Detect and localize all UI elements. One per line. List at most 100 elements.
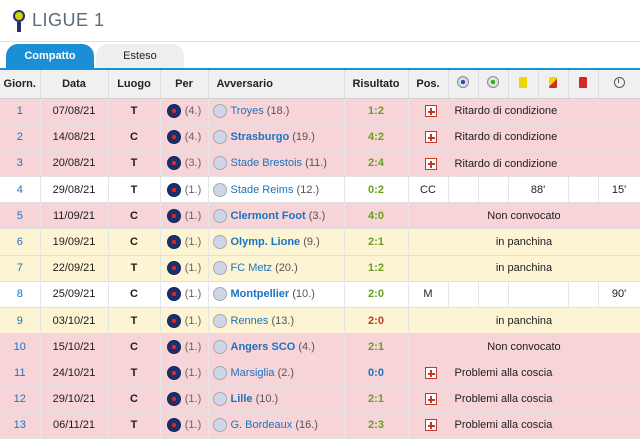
status-text: Problemi alla coscia [454, 367, 553, 380]
matchday-cell[interactable]: 6 [0, 228, 41, 256]
opponent-link[interactable]: Strasburgo [230, 131, 290, 144]
opponent-crest-icon[interactable] [212, 365, 227, 380]
opponent-link[interactable]: Marsiglia [230, 366, 275, 379]
venue-cell: T [108, 255, 161, 282]
team-position: (1.) [184, 314, 202, 327]
opponent-crest-icon[interactable] [212, 130, 227, 145]
col-risultato[interactable]: Risultato [344, 70, 409, 99]
opponent-cell: FC Metz (20.) [208, 255, 345, 282]
opponent-link[interactable]: G. Bordeaux [230, 419, 293, 432]
result-link[interactable]: 1:2 [344, 255, 409, 282]
matchday-cell[interactable]: 3 [0, 150, 41, 178]
result-link[interactable]: 2:1 [344, 386, 409, 413]
team-crest-icon[interactable] [166, 235, 181, 250]
opponent-position: (2.) [277, 366, 295, 379]
opponent-crest-icon[interactable] [212, 182, 227, 197]
status-cell: Problemi alla coscia [408, 359, 640, 387]
col-red[interactable] [568, 70, 599, 99]
opponent-link[interactable]: Olymp. Lione [230, 235, 301, 248]
col-yellow-red[interactable] [538, 70, 569, 99]
opponent-crest-icon[interactable] [212, 208, 227, 223]
opponent-crest-icon[interactable] [212, 392, 227, 407]
venue-cell: C [108, 281, 161, 309]
col-goals[interactable] [448, 70, 479, 99]
result-link[interactable]: 1:2 [344, 98, 409, 125]
result-link[interactable]: 4:2 [344, 124, 409, 151]
team-crest-icon[interactable] [166, 339, 181, 354]
result-link[interactable]: 0:0 [344, 359, 409, 387]
tab-compatto[interactable]: Compatto [6, 44, 94, 68]
matchday-cell[interactable]: 4 [0, 176, 41, 204]
col-yellow[interactable] [508, 70, 539, 99]
matchday-cell[interactable]: 8 [0, 281, 41, 309]
status-cell: in panchina [408, 255, 640, 282]
col-luogo[interactable]: Luogo [108, 70, 161, 99]
team-cell: (4.) [160, 124, 209, 151]
team-crest-icon[interactable] [166, 313, 181, 328]
matchday-cell[interactable]: 1 [0, 98, 41, 125]
team-crest-icon[interactable] [166, 182, 181, 197]
opponent-cell: Montpellier (10.) [208, 281, 345, 309]
matchday-cell[interactable]: 13 [0, 412, 41, 439]
opponent-link[interactable]: FC Metz [230, 262, 273, 275]
team-crest-icon[interactable] [166, 418, 181, 433]
matchday-cell[interactable]: 7 [0, 255, 41, 282]
opponent-link[interactable]: Troyes [230, 105, 264, 117]
matchday-cell[interactable]: 5 [0, 202, 41, 230]
team-crest-icon[interactable] [166, 156, 181, 171]
matchday-cell[interactable]: 10 [0, 333, 41, 361]
opponent-crest-icon[interactable] [212, 235, 227, 250]
date-cell: 03/10/21 [40, 307, 109, 335]
col-minutes[interactable] [598, 70, 640, 99]
opponent-crest-icon[interactable] [212, 339, 227, 354]
opponent-crest-icon[interactable] [212, 156, 227, 171]
team-crest-icon[interactable] [166, 261, 181, 276]
venue-cell: C [108, 333, 161, 361]
opponent-cell: Stade Reims (12.) [208, 176, 345, 204]
opponent-crest-icon[interactable] [212, 418, 227, 433]
opponent-crest-icon[interactable] [212, 104, 227, 119]
result-link[interactable]: 2:3 [344, 412, 409, 439]
tab-esteso[interactable]: Esteso [96, 44, 184, 68]
col-avversario[interactable]: Avversario [208, 70, 345, 99]
opponent-crest-icon[interactable] [212, 261, 227, 276]
col-pos[interactable]: Pos. [408, 70, 449, 99]
result-link[interactable]: 2:4 [344, 150, 409, 178]
col-data[interactable]: Data [40, 70, 109, 99]
team-crest-icon[interactable] [166, 208, 181, 223]
venue-cell: C [108, 228, 161, 256]
team-crest-icon[interactable] [166, 130, 181, 145]
team-crest-icon[interactable] [166, 104, 181, 119]
opponent-link[interactable]: Rennes [230, 314, 269, 327]
matchday-cell[interactable]: 9 [0, 307, 41, 335]
minutes-cell: 90' [598, 281, 640, 309]
result-link[interactable]: 2:0 [344, 281, 409, 309]
team-position: (4.) [184, 105, 202, 118]
opponent-link[interactable]: Stade Brestois [230, 157, 303, 170]
col-assists[interactable] [478, 70, 509, 99]
ligue1-logo [12, 9, 26, 32]
matchday-cell[interactable]: 12 [0, 386, 41, 413]
opponent-link[interactable]: Angers SCO [230, 340, 296, 353]
result-link[interactable]: 2:0 [344, 307, 409, 335]
result-link[interactable]: 0:2 [344, 176, 409, 204]
opponent-crest-icon[interactable] [212, 313, 227, 328]
opponent-link[interactable]: Stade Reims [230, 183, 294, 196]
matchday-cell[interactable]: 11 [0, 359, 41, 387]
team-crest-icon[interactable] [166, 392, 181, 407]
date-cell: 11/09/21 [40, 202, 109, 230]
result-link[interactable]: 2:1 [344, 228, 409, 256]
opponent-link[interactable]: Clermont Foot [230, 209, 306, 222]
status-text: Ritardo di condizione [454, 131, 558, 144]
opponent-link[interactable]: Montpellier [230, 288, 290, 301]
team-crest-icon[interactable] [166, 365, 181, 380]
team-crest-icon[interactable] [166, 287, 181, 302]
clock-icon [613, 76, 625, 88]
col-per[interactable]: Per [160, 70, 209, 99]
col-giorn[interactable]: Giorn. [0, 70, 41, 99]
result-link[interactable]: 2:1 [344, 333, 409, 361]
opponent-crest-icon[interactable] [212, 287, 227, 302]
result-link[interactable]: 4:0 [344, 202, 409, 230]
matchday-cell[interactable]: 2 [0, 124, 41, 151]
opponent-link[interactable]: Lille [230, 393, 253, 406]
